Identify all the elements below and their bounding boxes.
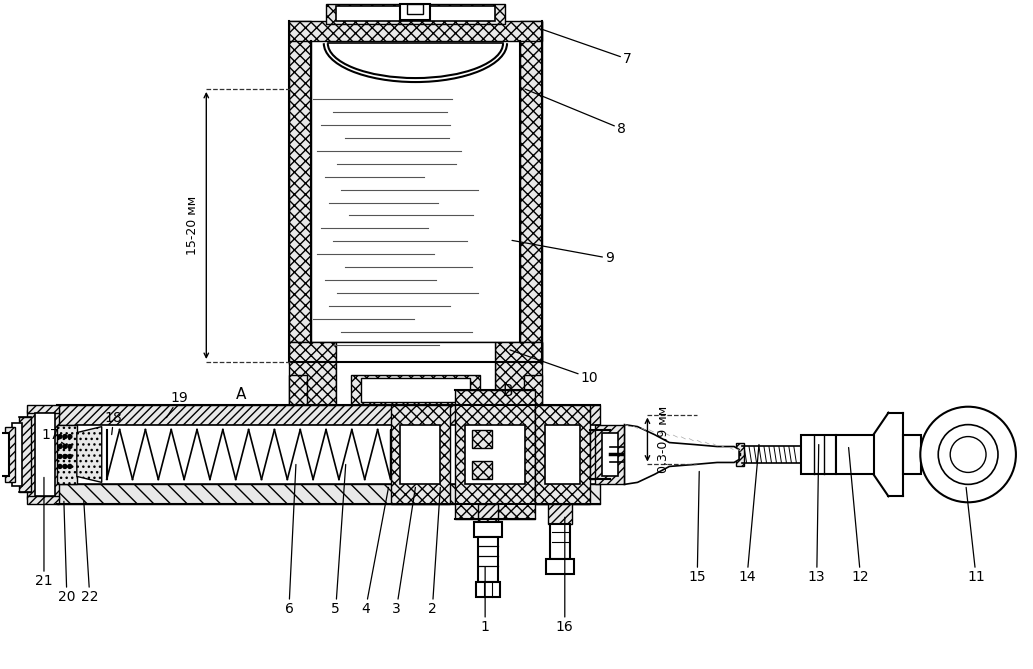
Bar [5, 427, 15, 482]
Bar [476, 582, 500, 597]
Bar [336, 7, 495, 21]
Circle shape [920, 407, 1015, 502]
Circle shape [938, 425, 998, 484]
Bar [336, 342, 495, 405]
Bar [465, 425, 525, 484]
Circle shape [63, 444, 67, 448]
Text: 14: 14 [739, 444, 759, 584]
Circle shape [58, 435, 62, 439]
Text: 8: 8 [525, 89, 626, 136]
Bar [289, 21, 542, 41]
Bar [325, 5, 505, 24]
Text: 16: 16 [556, 517, 573, 634]
Bar [478, 537, 498, 582]
Bar [737, 443, 744, 466]
Text: B: B [503, 384, 513, 399]
Circle shape [63, 435, 67, 439]
Bar [289, 21, 311, 362]
Circle shape [58, 444, 62, 448]
Circle shape [68, 435, 72, 439]
Circle shape [63, 454, 67, 458]
Circle shape [58, 464, 62, 468]
Text: 0,3-0,9 мм: 0,3-0,9 мм [657, 406, 670, 473]
Bar [904, 435, 921, 474]
Text: 1: 1 [480, 567, 490, 634]
Bar [550, 524, 570, 559]
Circle shape [63, 464, 67, 468]
Bar [289, 342, 336, 405]
Bar [289, 342, 542, 364]
Bar [390, 405, 450, 504]
Bar [361, 378, 470, 401]
Text: 15-20 мм: 15-20 мм [186, 196, 198, 255]
Bar [12, 423, 22, 486]
Bar [535, 405, 590, 504]
Polygon shape [76, 427, 101, 482]
Bar [495, 342, 542, 405]
Text: 9: 9 [512, 240, 614, 266]
Circle shape [68, 454, 72, 458]
Bar [836, 435, 874, 474]
Bar [801, 435, 836, 474]
Bar [472, 462, 492, 480]
Bar [289, 375, 307, 405]
Text: 20: 20 [58, 501, 75, 604]
Text: 3: 3 [393, 487, 415, 616]
Text: 18: 18 [104, 411, 123, 435]
Text: A: A [236, 387, 246, 402]
Bar [545, 559, 573, 574]
Bar [350, 375, 480, 405]
Bar [520, 21, 542, 362]
Bar [524, 375, 542, 405]
Bar [472, 429, 492, 448]
Text: 17: 17 [41, 427, 65, 444]
Bar [601, 433, 618, 476]
Text: 19: 19 [166, 391, 188, 417]
Text: 21: 21 [35, 478, 53, 588]
Bar [35, 413, 55, 496]
Bar [478, 504, 498, 522]
Bar [27, 409, 59, 499]
Bar [57, 405, 599, 425]
Text: 11: 11 [966, 487, 984, 584]
Bar [19, 417, 31, 492]
Bar [595, 425, 625, 484]
Bar [456, 390, 535, 519]
Text: 13: 13 [808, 444, 825, 584]
Bar [27, 405, 59, 413]
Text: 4: 4 [362, 487, 388, 616]
Circle shape [68, 444, 72, 448]
Circle shape [58, 454, 62, 458]
Text: 2: 2 [428, 487, 440, 616]
Bar [57, 484, 599, 504]
Bar [407, 5, 424, 14]
Text: 12: 12 [849, 448, 870, 584]
Bar [547, 504, 572, 524]
Text: 7: 7 [542, 29, 632, 66]
Text: 5: 5 [332, 464, 346, 616]
Bar [590, 429, 609, 480]
Bar [474, 522, 502, 537]
Bar [0, 433, 9, 476]
Polygon shape [390, 427, 420, 482]
Bar [401, 425, 440, 484]
Bar [76, 425, 599, 484]
Text: 6: 6 [284, 464, 295, 616]
Bar [544, 425, 580, 484]
Text: 22: 22 [81, 501, 98, 604]
Circle shape [68, 464, 72, 468]
Polygon shape [625, 425, 739, 484]
Text: 10: 10 [510, 350, 598, 385]
Text: 15: 15 [688, 472, 707, 584]
Bar [401, 5, 431, 20]
Circle shape [950, 437, 987, 472]
Bar [27, 496, 59, 504]
Bar [57, 425, 76, 484]
